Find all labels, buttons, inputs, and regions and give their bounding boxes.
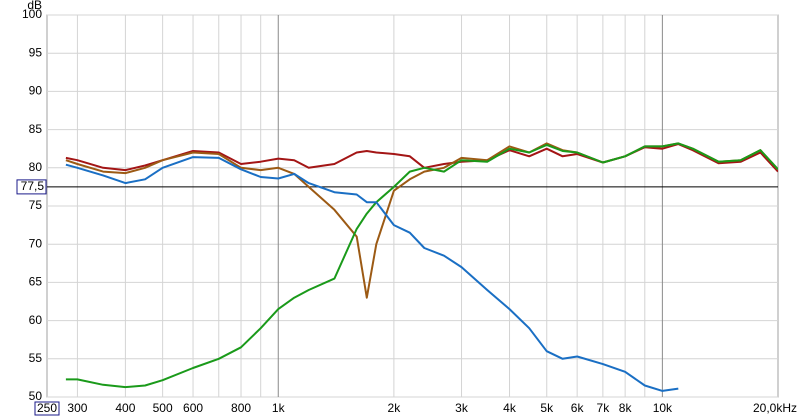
y-tick-label: 80 bbox=[29, 160, 43, 174]
x-tick-label: 600 bbox=[183, 401, 203, 415]
x-tick-label: 5k bbox=[540, 401, 554, 415]
y-tick-label: 100 bbox=[22, 7, 42, 21]
x-tick-label: 6k bbox=[571, 401, 585, 415]
series-line bbox=[65, 156, 679, 392]
x-tick-label: 800 bbox=[231, 401, 251, 415]
y-tick-label: 60 bbox=[29, 313, 43, 327]
y-axis-label: dB bbox=[27, 0, 42, 12]
x-tick-label: 500 bbox=[153, 401, 173, 415]
y-tick-label: 65 bbox=[29, 275, 43, 289]
plot-lines bbox=[65, 142, 778, 392]
reference-label: 77,5 bbox=[21, 179, 45, 193]
x-tick-label: 300 bbox=[67, 401, 87, 415]
x-tick-label: 7k bbox=[597, 401, 611, 415]
series-line bbox=[65, 142, 778, 389]
y-tick-label: 95 bbox=[29, 45, 43, 59]
x-tick-label: 1k bbox=[272, 401, 286, 415]
y-tick-label: 55 bbox=[29, 351, 43, 365]
x-tick-label: 3k bbox=[455, 401, 469, 415]
x-tick-label: 8k bbox=[619, 401, 633, 415]
x-tick-label: 400 bbox=[115, 401, 135, 415]
x-tick-label: 4k bbox=[503, 401, 517, 415]
y-tick-label: 85 bbox=[29, 122, 43, 136]
y-tick-label: 75 bbox=[29, 198, 43, 212]
y-tick-label: 70 bbox=[29, 236, 43, 250]
x-tick-label: 250 bbox=[37, 401, 57, 415]
series-line bbox=[65, 143, 778, 173]
x-tick-label: 10k bbox=[653, 401, 673, 415]
reference-label-box bbox=[16, 179, 47, 195]
x-start-box bbox=[34, 401, 60, 416]
y-tick-label: 90 bbox=[29, 84, 43, 98]
x-tick-label: 2k bbox=[388, 401, 402, 415]
x-tick-label: 20,0kHz bbox=[753, 401, 797, 415]
y-tick-label: 50 bbox=[29, 389, 43, 403]
